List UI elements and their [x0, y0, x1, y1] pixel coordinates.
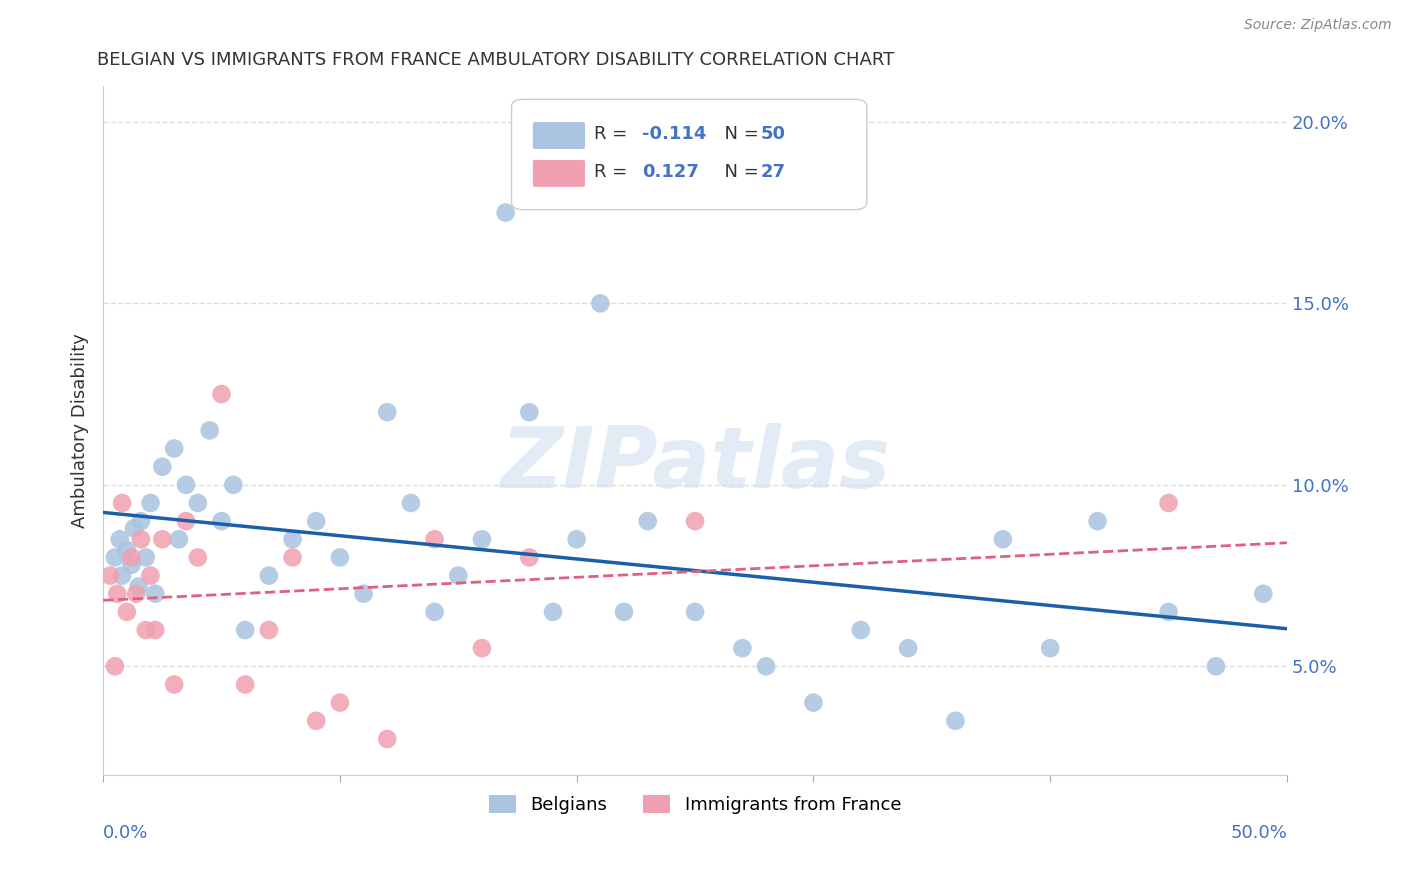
Point: [98, 568, 121, 582]
Text: 0.0%: 0.0%: [103, 823, 149, 841]
Point: [755, 659, 778, 673]
Point: [471, 641, 494, 656]
Point: [329, 550, 352, 565]
Point: [305, 514, 328, 528]
Point: [945, 714, 967, 728]
Point: [683, 605, 706, 619]
Point: [104, 659, 127, 673]
Point: [257, 568, 280, 582]
Point: [163, 442, 186, 456]
Point: [495, 205, 517, 219]
Point: [143, 623, 166, 637]
Point: [257, 623, 280, 637]
Point: [423, 605, 446, 619]
Point: [233, 677, 256, 691]
Point: [111, 568, 134, 582]
FancyBboxPatch shape: [533, 122, 585, 149]
Point: [589, 296, 612, 310]
Point: [849, 623, 872, 637]
Point: [121, 550, 143, 565]
Point: [174, 478, 197, 492]
Point: [329, 696, 352, 710]
Point: [897, 641, 920, 656]
Point: [187, 550, 209, 565]
Point: [150, 533, 173, 547]
Point: [423, 533, 446, 547]
Legend: Belgians, Immigrants from France: Belgians, Immigrants from France: [481, 788, 908, 822]
Point: [211, 387, 233, 401]
Point: [517, 550, 540, 565]
Point: [803, 696, 825, 710]
Point: [139, 568, 162, 582]
Point: [1251, 587, 1274, 601]
Point: [565, 533, 588, 547]
Point: [198, 423, 221, 437]
Point: [143, 587, 166, 601]
FancyBboxPatch shape: [533, 160, 585, 187]
FancyBboxPatch shape: [512, 99, 866, 210]
Point: [731, 641, 754, 656]
Point: [447, 568, 470, 582]
Text: 50: 50: [761, 125, 785, 143]
Point: [115, 543, 138, 558]
Point: [121, 558, 143, 572]
Text: 27: 27: [761, 162, 785, 181]
Point: [991, 533, 1014, 547]
Point: [111, 496, 134, 510]
Point: [211, 514, 233, 528]
Text: N =: N =: [713, 162, 765, 181]
Point: [1157, 496, 1180, 510]
Point: [222, 478, 245, 492]
Point: [125, 587, 148, 601]
Text: ZIPatlas: ZIPatlas: [501, 424, 890, 507]
Point: [399, 496, 422, 510]
Text: R =: R =: [595, 162, 634, 181]
Point: [174, 514, 197, 528]
Point: [1205, 659, 1227, 673]
Point: [305, 714, 328, 728]
Point: [128, 579, 150, 593]
Point: [1157, 605, 1180, 619]
Point: [135, 623, 157, 637]
Point: [353, 587, 375, 601]
Text: R =: R =: [595, 125, 634, 143]
Point: [129, 533, 152, 547]
Text: -0.114: -0.114: [641, 125, 706, 143]
Point: [104, 550, 127, 565]
Point: [471, 533, 494, 547]
Point: [281, 533, 304, 547]
Point: [150, 459, 173, 474]
Point: [129, 514, 152, 528]
Point: [108, 533, 131, 547]
Point: [163, 677, 186, 691]
Point: [233, 623, 256, 637]
Point: [541, 605, 564, 619]
Point: [375, 405, 398, 419]
Point: [135, 550, 157, 565]
Point: [1039, 641, 1062, 656]
Point: [613, 605, 636, 619]
Text: 0.127: 0.127: [641, 162, 699, 181]
Point: [375, 731, 398, 746]
Point: [683, 514, 706, 528]
Point: [115, 605, 138, 619]
Point: [167, 533, 190, 547]
Point: [637, 514, 659, 528]
Point: [105, 587, 128, 601]
Point: [517, 405, 540, 419]
Text: 50.0%: 50.0%: [1230, 823, 1286, 841]
Point: [139, 496, 162, 510]
Point: [187, 496, 209, 510]
Text: BELGIAN VS IMMIGRANTS FROM FRANCE AMBULATORY DISABILITY CORRELATION CHART: BELGIAN VS IMMIGRANTS FROM FRANCE AMBULA…: [97, 51, 894, 69]
Point: [122, 521, 145, 535]
Y-axis label: Ambulatory Disability: Ambulatory Disability: [72, 333, 89, 528]
Point: [281, 550, 304, 565]
Text: Source: ZipAtlas.com: Source: ZipAtlas.com: [1244, 18, 1392, 32]
Text: N =: N =: [713, 125, 765, 143]
Point: [1087, 514, 1109, 528]
